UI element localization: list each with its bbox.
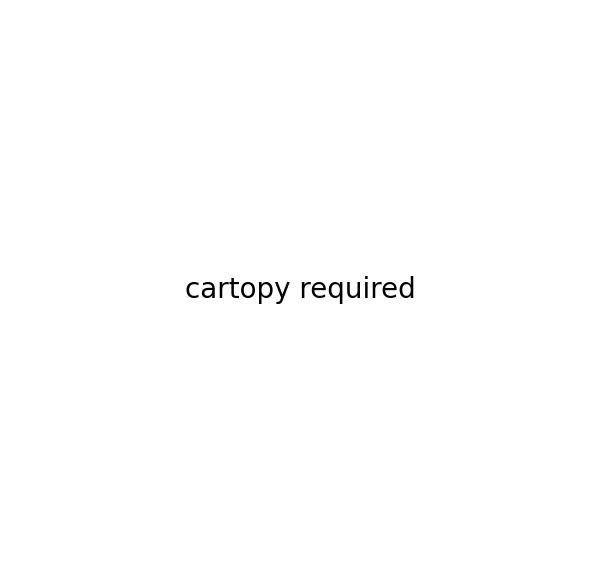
Text: cartopy required: cartopy required <box>185 277 415 304</box>
